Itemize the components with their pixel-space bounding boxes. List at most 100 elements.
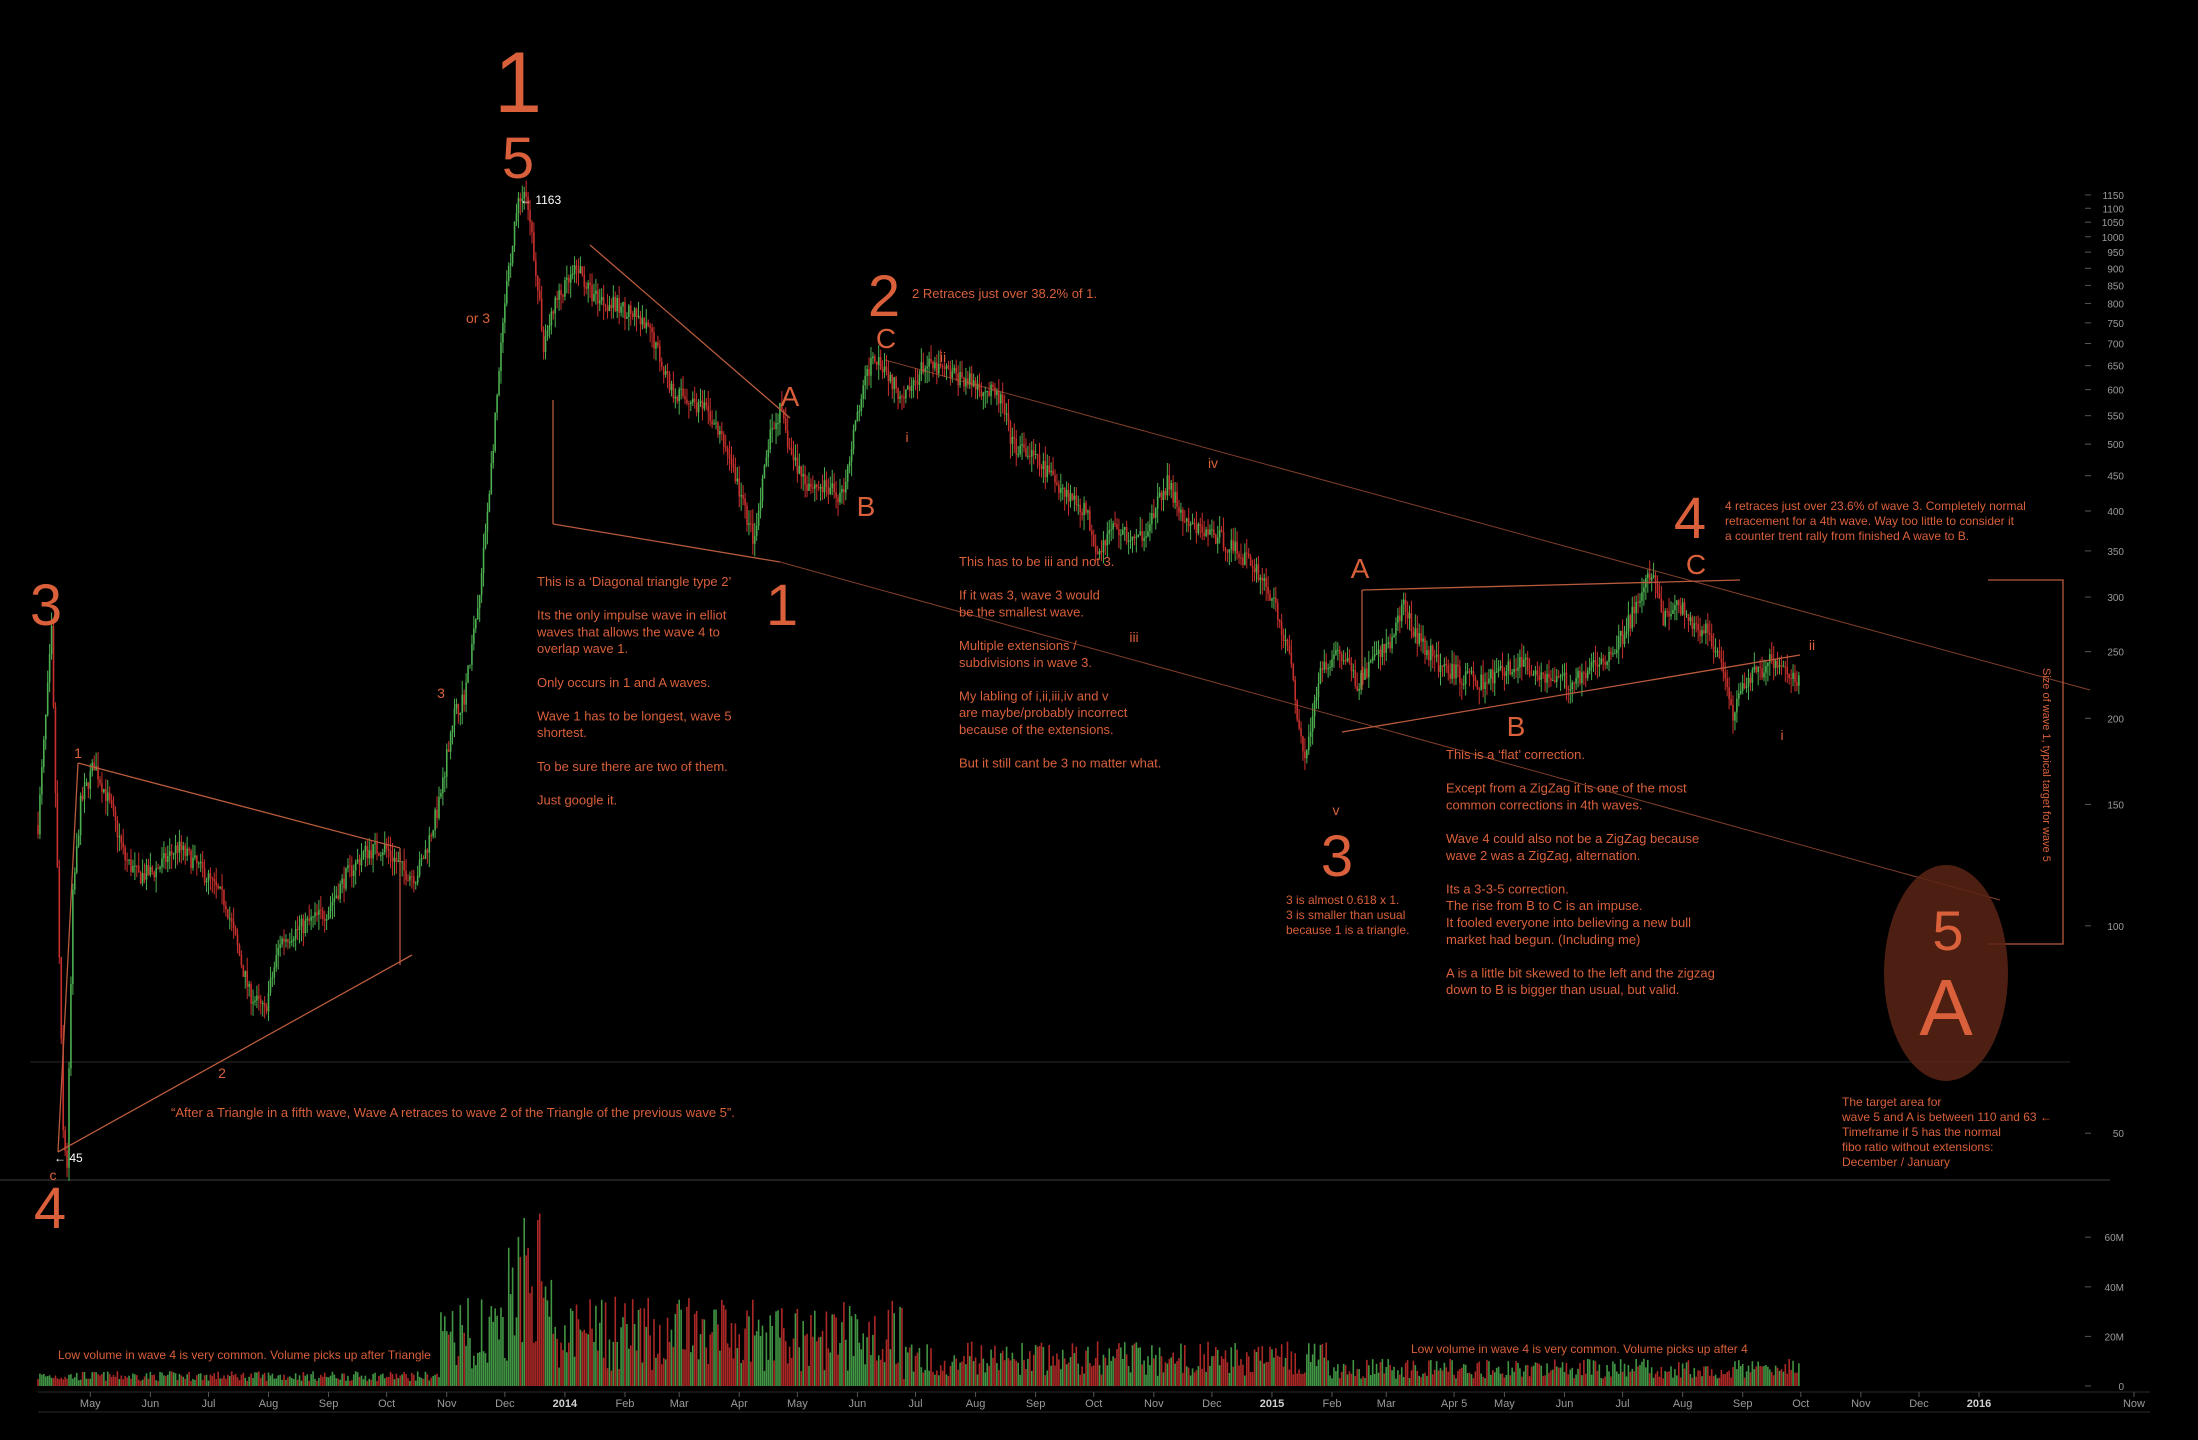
volume-bar [862,1333,865,1386]
volume-bar [1726,1371,1728,1386]
candle-body [252,1001,254,1004]
volume-bar [631,1299,634,1386]
candle-body [916,381,919,385]
candle-body [1755,666,1758,672]
candle-body [951,371,954,378]
volume-bar [453,1342,456,1386]
candle-body [978,383,981,392]
volume-bar [1522,1371,1525,1386]
candle-body [1282,634,1285,642]
candle-body [1457,664,1459,667]
candle-body [1187,518,1190,526]
candle-body [1050,470,1052,473]
candle-body [1699,630,1701,637]
candle-body [1061,487,1064,489]
volume-bar [494,1308,496,1386]
candle-body [837,497,839,503]
candle-body [385,844,388,849]
wave-label-ii-2: ii [1809,637,1815,653]
candle-body [1728,687,1730,700]
volume-bar [1414,1365,1417,1386]
volume-bar [1462,1364,1465,1386]
volume-bar [1346,1374,1349,1386]
candle-body [651,327,653,333]
volume-bar [610,1370,613,1386]
volume-bar [184,1378,187,1386]
volume-bar [1433,1369,1436,1386]
volume-bar [1447,1371,1450,1386]
volume-bar [1511,1367,1513,1386]
volume-bar [1356,1369,1359,1386]
volume-bar [401,1374,403,1386]
volume-bar [1100,1374,1103,1386]
candle-body [1763,672,1765,678]
candle-body [1273,597,1275,599]
candle-body [852,429,855,450]
volume-bar [263,1372,266,1386]
candle-body [1170,483,1173,490]
volume-bar [112,1374,115,1386]
candle-body [507,265,510,281]
volume-bar [58,1379,61,1386]
volume-bar [767,1359,770,1386]
volume-bar [936,1370,938,1386]
wave-label-or3: or 3 [466,310,490,326]
candle-body [792,454,795,461]
volume-bar [538,1213,541,1386]
candle-body [1513,669,1515,673]
volume-bar [478,1352,481,1386]
volume-bar [846,1370,849,1386]
volume-bar [455,1365,458,1386]
time-tick-label: Sep [1733,1398,1753,1410]
volume-bar [1422,1373,1424,1386]
candle-body [730,458,733,464]
wave-label-ii-1: ii [940,349,946,365]
candle-body [1594,660,1597,665]
candle-body [1356,686,1359,691]
candle-body [961,372,963,378]
volume-bar [83,1372,86,1386]
volume-bar [469,1337,471,1386]
volume-bar [843,1302,845,1386]
candle-body [213,878,216,882]
candle-body [1153,513,1155,518]
candle-body [786,430,789,448]
volume-bar [581,1331,584,1386]
volume-bar [403,1371,405,1386]
volume-bar [343,1373,345,1386]
candle-body [343,878,345,889]
volume-bar [1548,1372,1550,1386]
candle-body [895,377,897,389]
wave-label-big-1-mid: 1 [766,573,798,638]
candle-body [1776,660,1779,668]
candle-body [618,297,620,313]
trendlines [57,244,2091,1153]
volume-bar [802,1321,804,1386]
volume-bar [432,1375,434,1386]
candle-body [422,858,425,860]
candle-body [1424,638,1426,656]
volume-bar [659,1324,661,1386]
candle-body [1412,631,1415,637]
candle-body [372,844,374,859]
candle-body [116,820,119,838]
volume-bar [1063,1358,1066,1386]
candle-body [81,795,84,800]
candle-body [145,865,148,880]
candle-body [1606,661,1608,665]
candle-body [378,853,380,856]
volume-bar [1313,1343,1316,1386]
volume-bar [856,1319,859,1386]
candle-body [1701,630,1703,637]
candle-body [383,844,386,853]
volume-bar [496,1315,498,1386]
note-low-volume-1: Low volume in wave 4 is very common. Vol… [58,1348,431,1362]
candle-body [721,430,723,434]
candle-body [1253,568,1256,573]
volume-bar [1224,1350,1227,1386]
volume-bar [1515,1360,1517,1386]
candle-body [874,356,876,362]
volume-bar [283,1374,285,1386]
volume-bar [79,1379,82,1386]
candle-body [1488,678,1490,684]
